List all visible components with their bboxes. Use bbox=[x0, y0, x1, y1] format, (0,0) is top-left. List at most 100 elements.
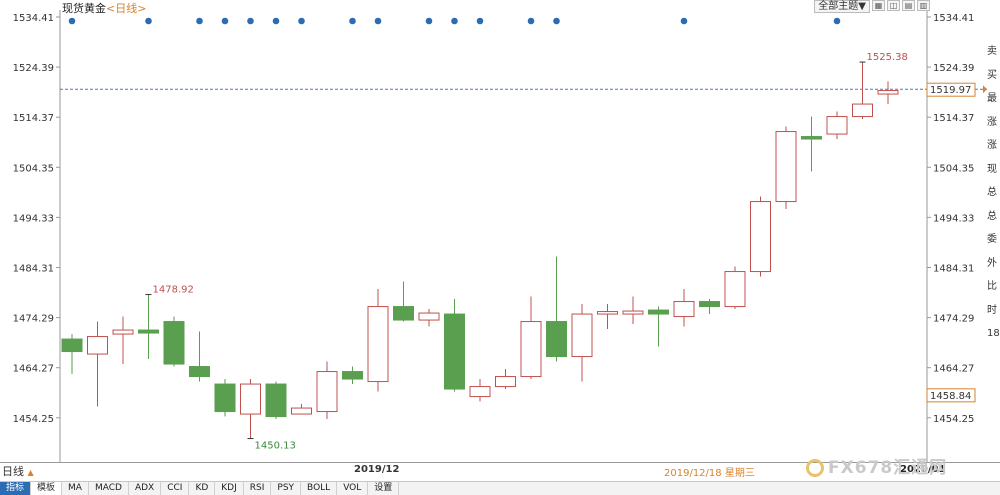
candle-body bbox=[342, 371, 363, 380]
panel-label: 最 bbox=[987, 93, 997, 104]
event-dot bbox=[145, 17, 152, 25]
candle-body bbox=[189, 366, 210, 378]
panel-label: 委 bbox=[987, 234, 997, 245]
panel-label: 总 bbox=[987, 187, 997, 198]
y-tick-label: 1504.35 bbox=[933, 163, 974, 174]
tab-boll[interactable]: BOLL bbox=[301, 482, 338, 495]
event-dot bbox=[349, 17, 356, 25]
y-tick-label: 1464.27 bbox=[13, 364, 54, 375]
tab-templates[interactable]: 模板 bbox=[31, 482, 63, 495]
event-dot bbox=[553, 17, 560, 25]
event-dot bbox=[247, 17, 254, 25]
quote-panel: 卖 买 最 涨 涨 现 总 总 委 外 比 时 18 bbox=[987, 40, 1000, 346]
candle-body bbox=[775, 131, 797, 203]
instrument-name: 现货黄金 bbox=[62, 2, 106, 15]
tab-ma[interactable]: MA bbox=[62, 482, 89, 495]
caret-up-icon[interactable]: ▲ bbox=[27, 468, 34, 477]
layout-icon[interactable]: ▥ bbox=[917, 0, 930, 11]
candle-body bbox=[495, 376, 516, 388]
panel-label: 现 bbox=[987, 163, 997, 175]
candle-body bbox=[571, 313, 593, 358]
period-label[interactable]: 日线 bbox=[2, 465, 24, 478]
candle-body bbox=[291, 407, 312, 415]
extreme-value-label: 1525.38 bbox=[867, 52, 908, 63]
period-tag[interactable]: <日线> bbox=[106, 2, 147, 15]
y-tick-label: 1494.33 bbox=[933, 213, 974, 224]
toolbar: 全部主题▼ ▦ ◫ ▤ ▥ bbox=[814, 0, 930, 13]
event-dot bbox=[68, 17, 76, 25]
candle-body bbox=[750, 201, 771, 273]
tab-macd[interactable]: MACD bbox=[89, 482, 129, 495]
candle-body bbox=[87, 336, 108, 355]
y-tick-label: 1514.37 bbox=[13, 113, 54, 124]
extreme-value-label: 1450.13 bbox=[255, 441, 296, 452]
event-dot bbox=[374, 17, 382, 25]
candle-body bbox=[520, 321, 542, 378]
y-tick-label: 1534.41 bbox=[13, 13, 54, 24]
tab-cci[interactable]: CCI bbox=[161, 482, 190, 495]
candle-body bbox=[648, 309, 669, 315]
event-dot bbox=[298, 17, 305, 25]
candle-body bbox=[826, 116, 848, 135]
panel-label: 18 bbox=[987, 328, 1000, 339]
candle-body bbox=[877, 90, 899, 95]
event-dot bbox=[527, 17, 535, 25]
y-tick-label: 1514.37 bbox=[933, 113, 974, 124]
y-tick-label: 1494.33 bbox=[13, 213, 54, 224]
event-dot bbox=[680, 17, 688, 25]
event-dot bbox=[196, 17, 203, 25]
y-tick-label: 1524.39 bbox=[13, 63, 54, 74]
tab-kd[interactable]: KD bbox=[189, 482, 216, 495]
y-tick-label: 1474.29 bbox=[933, 314, 974, 325]
cursor-date-label: 2019/12/18 星期三 bbox=[664, 468, 755, 479]
tab-rsi[interactable]: RSI bbox=[244, 482, 272, 495]
event-dot bbox=[425, 17, 433, 25]
event-dot bbox=[221, 17, 229, 25]
candle-body bbox=[724, 271, 746, 308]
event-dot bbox=[833, 17, 841, 25]
event-dot bbox=[476, 17, 484, 25]
event-dot bbox=[272, 17, 280, 25]
current-price-label: 1519.97 bbox=[930, 85, 971, 96]
candle-body bbox=[265, 383, 287, 418]
tab-psy[interactable]: PSY bbox=[271, 482, 302, 495]
candle-body bbox=[801, 136, 822, 140]
current-price-tag bbox=[926, 82, 976, 97]
candle-body bbox=[61, 338, 83, 353]
event-dot bbox=[451, 17, 458, 25]
candle-body bbox=[546, 321, 567, 358]
split-icon[interactable]: ◫ bbox=[887, 0, 900, 11]
candle-body bbox=[214, 383, 236, 413]
cursor-price-label: 1458.84 bbox=[930, 391, 971, 402]
y-tick-label: 1504.35 bbox=[13, 163, 54, 174]
table-icon[interactable]: ▤ bbox=[902, 0, 915, 11]
candle-body bbox=[597, 311, 618, 315]
x-axis-year-label: 2020/01 bbox=[900, 464, 946, 475]
panel-label: 时 bbox=[987, 304, 997, 316]
candle-body bbox=[367, 306, 389, 383]
panel-label: 卖 bbox=[987, 46, 997, 57]
tab-vol[interactable]: VOL bbox=[337, 482, 369, 495]
candle-body bbox=[469, 386, 491, 398]
indicator-tabs: 指标 模板 MA MACD ADX CCI KD KDJ RSI PSY BOL… bbox=[0, 481, 1000, 495]
tab-kdj[interactable]: KDJ bbox=[215, 482, 244, 495]
tab-adx[interactable]: ADX bbox=[129, 482, 162, 495]
watermark-logo: FX678汇通网 bbox=[806, 453, 947, 478]
tab-settings[interactable]: 设置 bbox=[368, 482, 400, 495]
panel-label: 涨 bbox=[987, 140, 997, 151]
y-tick-label: 1454.25 bbox=[13, 414, 54, 425]
candle-body bbox=[418, 312, 440, 321]
instrument-title: 现货黄金<日线> bbox=[62, 0, 146, 16]
candle-body bbox=[112, 329, 134, 335]
panel-label: 外 bbox=[987, 257, 997, 269]
candle-body bbox=[240, 383, 261, 415]
watermark-text: FX678汇通网 bbox=[828, 458, 948, 478]
grid-icon[interactable]: ▦ bbox=[872, 0, 885, 11]
theme-dropdown-button[interactable]: 全部主题▼ bbox=[814, 0, 870, 13]
extreme-value-label: 1478.92 bbox=[153, 285, 194, 296]
tab-indicators[interactable]: 指标 bbox=[0, 482, 32, 495]
candle-body bbox=[673, 301, 695, 318]
period-selector[interactable]: 日线 ▲ bbox=[2, 463, 34, 479]
y-tick-label: 1474.29 bbox=[13, 314, 54, 325]
